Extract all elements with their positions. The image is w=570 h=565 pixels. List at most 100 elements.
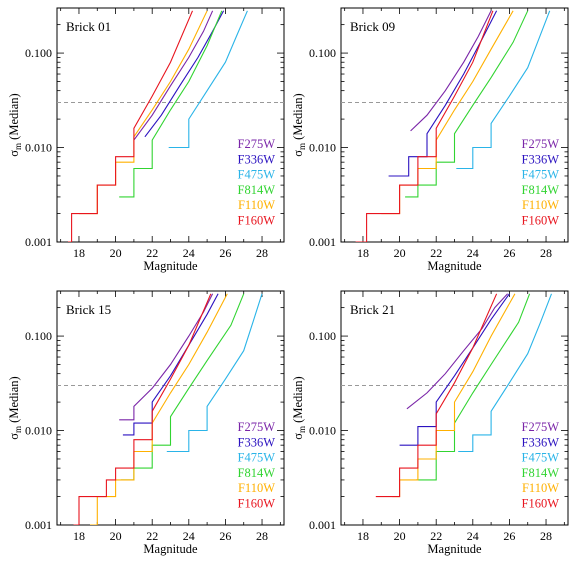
series-line-f475w	[456, 10, 551, 170]
y-axis-label-subscript: m	[297, 426, 307, 433]
x-tick-label: 24	[467, 529, 479, 543]
series-line-f160w	[73, 293, 212, 525]
x-tick-label: 24	[183, 246, 195, 260]
x-tick-label: 24	[467, 246, 479, 260]
x-tick-label: 22	[430, 246, 442, 260]
series-group	[73, 293, 263, 525]
legend-entry: F160W	[238, 214, 276, 228]
y-axis-label-sigma: σ	[291, 150, 305, 157]
legend-entry: F110W	[522, 481, 559, 495]
y-tick-label: 0.001	[25, 518, 52, 532]
legend-entry: F275W	[522, 137, 560, 151]
y-tick-label: 0.001	[309, 235, 336, 249]
legend-entry: F160W	[522, 214, 560, 228]
x-tick-label: 18	[73, 246, 85, 260]
x-tick-label: 20	[110, 529, 122, 543]
series-group	[68, 10, 248, 242]
panel-title: Brick 01	[66, 19, 111, 34]
x-tick-label: 28	[540, 529, 552, 543]
legend-entry: F336W	[522, 435, 560, 449]
x-tick-label: 18	[73, 529, 85, 543]
chart-panel: 18 20 22 24 26 28 0.001 0.010 0.100 Brick 01 F275W…	[7, 7, 285, 273]
x-tick-label: 18	[357, 529, 369, 543]
series-line-f110w	[381, 10, 514, 215]
y-tick-label: 0.100	[309, 46, 336, 60]
series-line-f475w	[168, 10, 248, 149]
series-line-f110w	[392, 293, 516, 498]
x-tick-label: 26	[503, 529, 515, 543]
series-line-f814w	[405, 10, 529, 198]
chart-panel: 18 20 22 24 26 28 0.001 0.010 0.100 Brick 09 F275W…	[291, 7, 569, 273]
legend-entry: F336W	[238, 435, 276, 449]
legend-entry: F814W	[238, 183, 276, 197]
y-axis-label-text: (Median)	[291, 93, 305, 143]
series-line-f814w	[119, 10, 223, 198]
y-tick-label: 0.001	[25, 235, 52, 249]
y-tick-label: 0.010	[25, 424, 52, 438]
y-axis-label-subscript: m	[13, 426, 23, 433]
x-tick-label: 24	[183, 529, 195, 543]
x-tick-label: 20	[394, 529, 406, 543]
x-tick-label: 28	[540, 246, 552, 260]
series-line-f160w	[68, 10, 194, 242]
panel-title: Brick 15	[66, 302, 111, 317]
y-tick-label: 0.100	[309, 329, 336, 343]
x-tick-label: 22	[146, 246, 158, 260]
x-axis-label: Magnitude	[143, 542, 198, 556]
legend-entry: F110W	[238, 481, 275, 495]
x-tick-label: 20	[394, 246, 406, 260]
legend-entry: F275W	[238, 420, 276, 434]
legend-entry: F814W	[238, 466, 276, 480]
x-tick-label: 22	[146, 529, 158, 543]
legend-entry: F110W	[238, 198, 275, 212]
y-tick-label: 0.001	[309, 518, 336, 532]
series-group	[355, 10, 551, 242]
y-tick-label: 0.100	[25, 329, 52, 343]
y-tick-label: 0.010	[25, 141, 52, 155]
series-line-f336w	[399, 293, 510, 446]
chart-panel: 18 20 22 24 26 28 0.001 0.010 0.100 Brick 15 F275W…	[7, 290, 285, 556]
y-axis-label-text: (Median)	[7, 376, 21, 426]
panel-title: Brick 21	[350, 302, 395, 317]
legend-entry: F336W	[238, 152, 276, 166]
y-axis-label: σm (Median)	[7, 93, 23, 156]
y-axis-label-subscript: m	[13, 143, 23, 150]
y-axis-label: σm (Median)	[291, 376, 307, 439]
x-axis-label: Magnitude	[143, 259, 198, 273]
y-tick-label: 0.010	[309, 141, 336, 155]
y-axis-label-sigma: σ	[7, 433, 21, 440]
series-line-f275w	[133, 10, 214, 141]
x-tick-label: 26	[219, 529, 231, 543]
series-line-f275w	[406, 293, 509, 410]
legend-entry: F336W	[522, 152, 560, 166]
y-tick-label: 0.010	[309, 424, 336, 438]
y-axis-label-sigma: σ	[7, 150, 21, 157]
x-tick-label: 18	[357, 246, 369, 260]
y-axis-label-text: (Median)	[291, 376, 305, 426]
series-line-f336w	[388, 10, 498, 177]
x-axis-label: Magnitude	[427, 259, 482, 273]
legend-entry: F475W	[238, 451, 276, 465]
y-axis-label-sigma: σ	[291, 433, 305, 440]
x-tick-label: 26	[503, 246, 515, 260]
legend-entry: F160W	[238, 497, 276, 511]
legend-entry: F814W	[522, 183, 560, 197]
legend-entry: F110W	[522, 198, 559, 212]
legend-entry: F475W	[522, 168, 560, 182]
legend-entry: F275W	[238, 137, 276, 151]
legend-entry: F814W	[522, 466, 560, 480]
series-line-f160w	[375, 293, 498, 498]
x-tick-label: 26	[219, 246, 231, 260]
x-tick-label: 20	[110, 246, 122, 260]
legend-entry: F475W	[522, 451, 560, 465]
legend-entry: F160W	[522, 497, 560, 511]
y-axis-label: σm (Median)	[7, 376, 23, 439]
x-tick-label: 22	[430, 529, 442, 543]
y-axis-label-text: (Median)	[7, 93, 21, 143]
x-axis-label: Magnitude	[427, 542, 482, 556]
y-axis-label: σm (Median)	[291, 93, 307, 156]
series-line-f336w	[122, 293, 219, 436]
series-line-f475w	[458, 293, 553, 453]
y-tick-label: 0.100	[25, 46, 52, 60]
